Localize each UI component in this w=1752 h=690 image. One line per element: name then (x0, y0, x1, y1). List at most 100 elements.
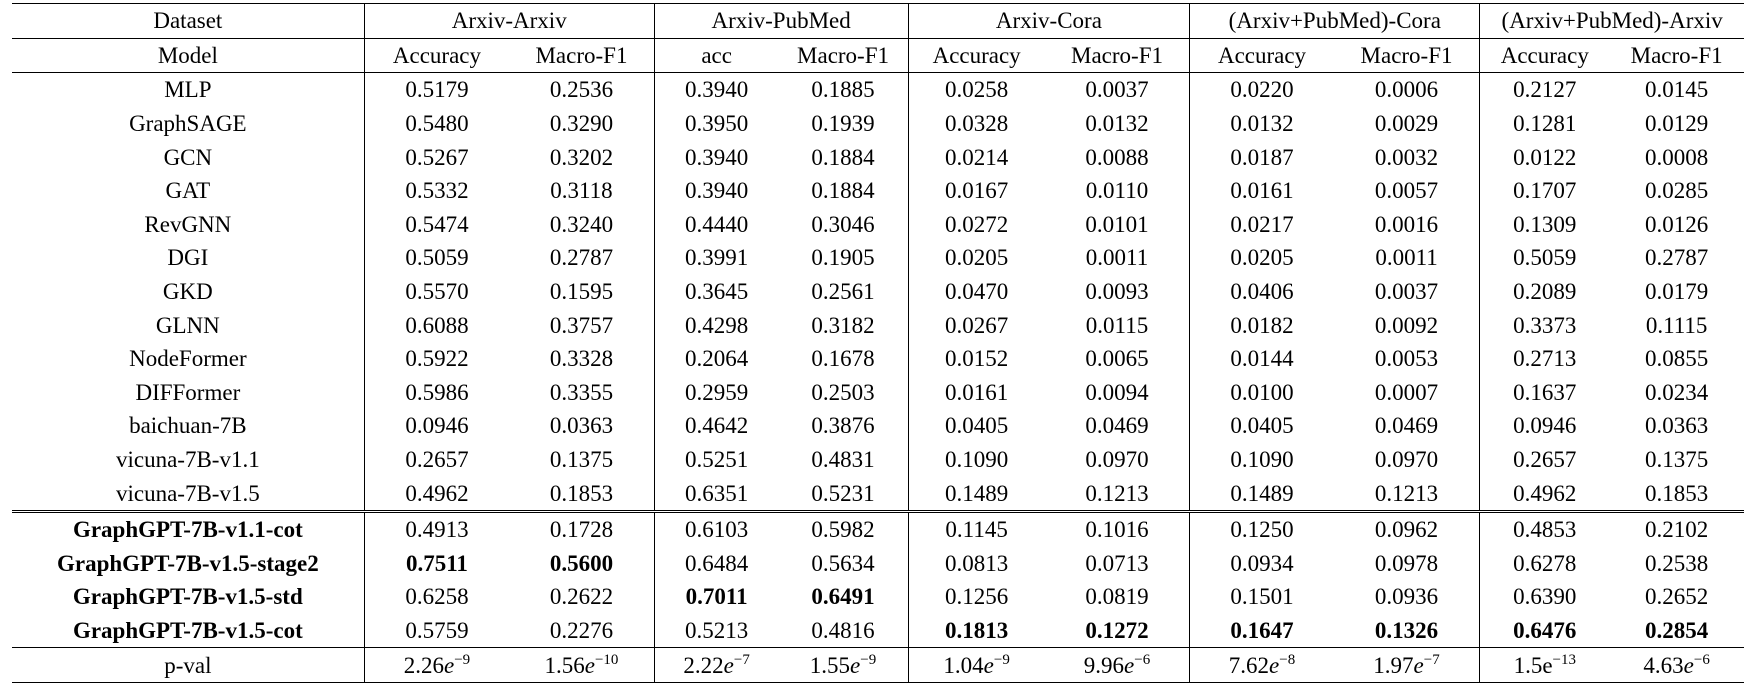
value-cell: 0.0234 (1645, 379, 1709, 405)
value-cell: 0.3645 (653, 274, 779, 309)
value-cell: 0.1145 (907, 509, 1045, 547)
value-cell: 0.1489 (1189, 476, 1334, 512)
pval-e: e (723, 652, 734, 678)
value-cell: 0.2102 (1609, 509, 1744, 547)
model-name: GraphSAGE (129, 111, 247, 137)
pval-cell: 1.5e−13 (1479, 647, 1610, 683)
value-cell: 0.2713 (1479, 341, 1610, 376)
pval-mantissa: 2.26 (403, 652, 444, 678)
value-cell: 0.1853 (1645, 480, 1709, 506)
value-cell: 0.0217 (1189, 207, 1334, 242)
pval-mantissa: 4.63 (1643, 652, 1684, 678)
value-cell: 0.0978 (1374, 550, 1439, 576)
value-cell: 0.0110 (1085, 178, 1149, 204)
value-cell: 0.0258 (907, 72, 1045, 107)
value-cell: 0.5922 (363, 341, 510, 376)
value-cell: 0.2536 (509, 72, 655, 107)
value-cell: 0.0057 (1374, 178, 1439, 204)
pval-mantissa: 1.56 (544, 652, 585, 678)
pval-exponent: −9 (993, 651, 1010, 668)
value-cell: 0.3940 (653, 140, 779, 174)
table-row: baichuan-7B 0.0946 0.0363 0.4642 0.3876 0.040… (12, 409, 1744, 443)
value-cell: 0.0405 (907, 409, 1045, 443)
pval-exponent: −8 (1279, 651, 1296, 668)
value-cell: 0.1213 (1085, 480, 1149, 506)
value-cell: 0.0813 (907, 546, 1045, 581)
value-cell: 0.6258 (363, 580, 510, 614)
value-cell: 0.0007 (1374, 379, 1439, 405)
pval-cell: 2.26e−9 (363, 647, 510, 683)
value-cell: 0.0469 (1374, 413, 1439, 439)
value-cell: 0.4298 (653, 308, 779, 342)
value-cell: 0.5570 (363, 274, 510, 309)
pval-mantissa: 7.62 (1228, 652, 1270, 678)
value-cell: 0.0152 (907, 341, 1045, 376)
value-cell: 0.0267 (907, 308, 1045, 342)
metric-header-row: Model Accuracy Macro-F1 acc Macro-F1 Acc… (12, 37, 1744, 73)
pval-exponent: −6 (1693, 651, 1710, 668)
table-row: vicuna-7B-v1.5 0.4962 0.1853 0.6351 0.5231 0.… (12, 476, 1744, 512)
value-cell: 0.0093 (1085, 279, 1149, 305)
model-name: DIFFormer (135, 379, 241, 405)
value-cell: 0.2657 (1479, 442, 1610, 477)
table-row: vicuna-7B-v1.1 0.2657 0.1375 0.5251 0.4831 0.… (12, 442, 1744, 477)
value-cell: 0.3290 (549, 111, 614, 137)
value-cell: 0.1884 (811, 144, 875, 170)
value-cell: 0.3240 (549, 211, 614, 237)
pval-e: e (1124, 652, 1135, 678)
metric-header: acc (653, 37, 779, 73)
value-cell: 0.0037 (1044, 72, 1190, 107)
model-label: Model (12, 37, 365, 73)
pval-cell: 9.96e−6 (1044, 647, 1190, 683)
value-cell: 0.2622 (549, 584, 614, 610)
value-cell: 0.5059 (1479, 241, 1610, 275)
value-cell: 0.1728 (509, 509, 655, 547)
value-cell: 0.5759 (363, 613, 510, 648)
model-name: GAT (165, 178, 211, 204)
value-cell: 0.5179 (363, 72, 510, 107)
value-cell: 0.5251 (653, 442, 779, 477)
value-cell: 0.0122 (1479, 140, 1610, 174)
value-cell: 0.3182 (811, 312, 875, 338)
table-row: DGI 0.5059 0.2787 0.3991 0.1905 0.0205 0.0011 0… (12, 241, 1744, 275)
value-cell: 0.5474 (363, 207, 510, 242)
value-cell: 0.1309 (1479, 207, 1610, 242)
value-cell: 0.3355 (549, 379, 614, 405)
value-cell: 0.1272 (1085, 617, 1149, 643)
value-cell: 0.2657 (363, 442, 510, 477)
value-cell: 0.0405 (1189, 409, 1334, 443)
table-row: DIFFormer 0.5986 0.3355 0.2959 0.2503 0.0161 0… (12, 375, 1744, 410)
pval-exponent: −13 (1552, 651, 1576, 668)
value-cell: 0.0187 (1189, 140, 1334, 174)
value-cell: 0.0936 (1374, 584, 1439, 610)
value-cell: 0.1637 (1479, 375, 1610, 410)
value-cell: 0.1813 (907, 613, 1045, 648)
pval-e: e (1269, 652, 1280, 678)
value-cell: 0.5986 (363, 375, 510, 410)
value-cell: 0.1256 (907, 580, 1045, 614)
value-cell: 0.5332 (363, 173, 510, 208)
pval-mantissa: 1.5e (1513, 652, 1553, 678)
value-cell: 0.0167 (907, 173, 1045, 208)
value-cell: 0.3202 (549, 144, 614, 170)
model-name: RevGNN (144, 211, 232, 237)
metric-header: Accuracy (1189, 37, 1334, 73)
value-cell: 0.0713 (1085, 550, 1149, 576)
dataset-label: Dataset (12, 3, 365, 39)
value-cell: 0.0006 (1333, 72, 1480, 107)
pval-label: p-val (12, 647, 365, 683)
value-cell: 0.1090 (907, 442, 1045, 477)
pval-cell: 1.97e−7 (1333, 647, 1480, 683)
value-cell: 0.6351 (653, 476, 779, 512)
value-cell: 0.4816 (811, 617, 875, 643)
value-cell: 0.5213 (653, 613, 779, 648)
pval-e: e (983, 652, 994, 678)
value-cell: 0.0205 (907, 241, 1045, 275)
value-cell: 0.2064 (653, 341, 779, 376)
model-name: GraphGPT-7B-v1.5-cot (72, 617, 303, 643)
table-row: GCN 0.5267 0.3202 0.3940 0.1884 0.0214 0.0088 0… (12, 140, 1744, 174)
value-cell: 0.5480 (363, 106, 510, 141)
value-cell: 0.4853 (1479, 509, 1610, 547)
value-cell: 0.3940 (653, 72, 779, 107)
table-row: NodeFormer 0.5922 0.3328 0.2064 0.1678 0.0152… (12, 341, 1744, 376)
